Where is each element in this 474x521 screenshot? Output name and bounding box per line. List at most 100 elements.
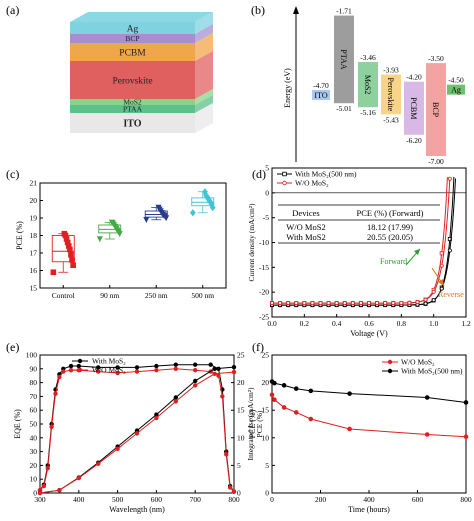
x-tick-label: 800 [228,495,240,504]
eqe-chart: 300 400 500 600 700 8000102030405060708090100… [13,351,264,515]
jv-series [269,178,456,308]
level-mos2: MoS2 -3.46 -5.16 [358,53,378,117]
y-tick-label: 10 [262,433,270,442]
y-right-tick-label: 5 [237,461,241,470]
legend: With MoS₂(500 nm)W/O MoS₂ [277,170,357,188]
y-axis-label: PCE (%) [15,221,24,250]
x-tick-label: 400 [73,495,85,504]
eqe-series [37,364,237,496]
data-point [269,301,274,306]
x-tick-label: 0 [270,495,274,504]
y-right-tick-label: 0 [237,489,241,498]
data-point [143,216,150,224]
data-point [154,363,159,369]
x-tick-label: 0.0 [267,319,277,328]
data-point [342,301,347,306]
y-tick-label: 25 [262,351,270,360]
data-point [115,446,120,452]
level-top-value: -3.46 [360,53,376,62]
data-point [347,426,352,432]
layer-side-face [195,12,213,34]
data-point [391,301,396,306]
data-point [383,301,388,306]
y-tick-label: 17 [30,249,38,258]
data-point [49,424,54,429]
level-band [334,15,354,104]
x-tick-label: 600 [412,495,424,504]
level-band [312,89,330,100]
level-name: MoS2 [363,75,372,95]
y-tick-label: -15 [259,263,269,272]
data-point [431,289,436,294]
plot-frame [271,354,467,494]
data-point [293,386,299,391]
stability-line [271,394,467,438]
box-250-nm [143,204,170,224]
plot-frame [271,167,467,318]
data-point [192,367,198,373]
level-name: PCBM [409,97,418,119]
layer-ag: Ag [70,12,213,34]
data-point [424,432,430,437]
level-name: BCP [431,102,440,118]
layer-label: PCBM [119,48,146,58]
data-point [192,378,198,384]
layer-pcbm: PCBM [70,33,213,61]
y-tick-label: 21 [30,179,38,188]
x-tick-label: 1.0 [429,319,439,328]
data-point [366,301,371,306]
data-point [326,301,331,306]
x-tick-label: 500 [112,495,124,504]
level-top-value: -4.70 [313,81,329,90]
data-point [272,380,277,386]
jv-series [269,176,452,306]
stability-line [271,381,467,403]
data-point [423,297,428,302]
layer-side-face [195,89,213,105]
results-table: Devices PCE (%) (Forward) W/O MoS2 18.12 (1… [278,204,440,244]
data-point [350,301,355,306]
x-tick-label: Control [52,291,75,300]
legend-marker [282,180,287,186]
eqe-series [37,362,237,494]
x-tick-label: 250 nm [145,291,168,300]
data-point [212,366,217,371]
eqe-line [39,364,235,492]
data-point [70,262,76,269]
level-ptaa: PTAA -1.71 -5.01 [334,7,354,113]
table-header: Devices [292,208,319,218]
legend-label: W/O MoS₂ [401,358,435,367]
level-band [381,74,401,115]
y-tick-label: 20 [30,196,38,205]
y-tick-label: 20 [30,461,38,470]
level-ito: ITO-4.70 [312,81,330,100]
data-point [231,364,237,370]
data-point [173,395,178,400]
panel-label-e: (e) [6,340,19,354]
data-point [286,301,291,306]
y-tick-label: 10 [30,475,38,484]
legend-label: With MoS₂(500 nm) [295,170,357,179]
jv-curve-chart: 0.0 0.2 0.4 0.6 0.8 1.0 1.2 -25 -20 -15 -10 -5 0 5 Vol… [247,164,471,339]
data-point [447,248,452,253]
energy-axis-arrow [293,6,299,14]
data-point [272,397,277,403]
legend-marker [387,368,393,374]
y-tick-label: 5 [265,164,269,173]
table-header: PCE (%) (Forward) [356,208,423,218]
data-point [134,365,140,370]
layer-front-face [70,61,195,99]
data-point [227,485,233,490]
x-tick-label: 300 [34,495,46,504]
layer-perovskite: Perovskite [70,51,213,99]
data-point [269,392,275,398]
y-tick-label: 0 [265,489,269,498]
data-point [96,236,103,243]
layer-ito: ITO [70,103,213,133]
layer-label: Perovskite [112,76,152,86]
data-point [108,219,115,226]
level-band [447,84,465,95]
data-point [220,394,225,399]
data-point [375,301,380,306]
data-point [57,488,62,493]
